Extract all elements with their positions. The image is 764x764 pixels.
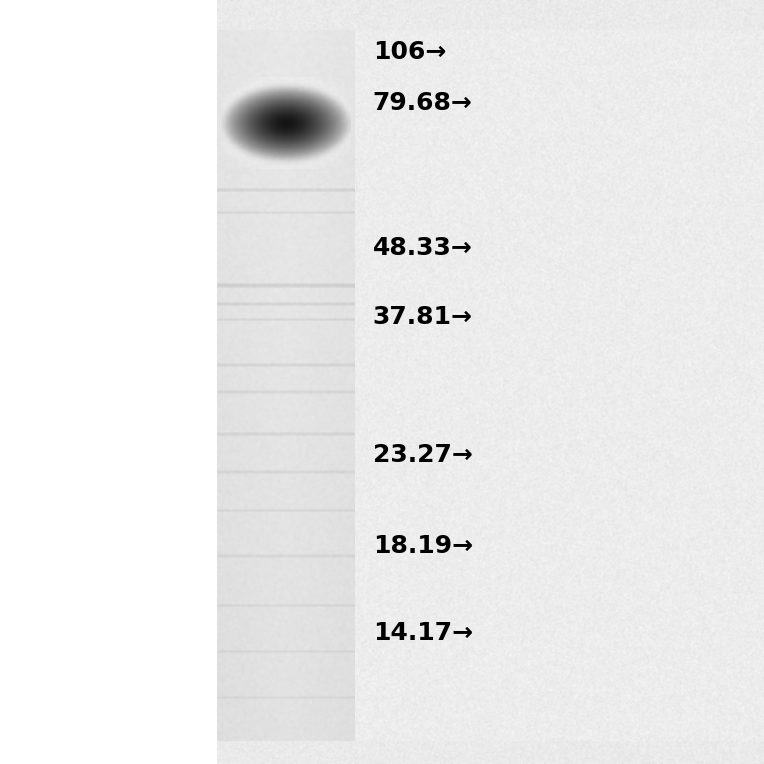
Text: 48.33→: 48.33→ [373, 236, 473, 261]
Text: 23.27→: 23.27→ [373, 442, 473, 467]
Text: 37.81→: 37.81→ [373, 305, 473, 329]
Text: 14.17→: 14.17→ [373, 620, 473, 645]
Text: 106→: 106→ [373, 40, 446, 64]
Text: 18.19→: 18.19→ [373, 534, 473, 558]
Text: 79.68→: 79.68→ [373, 91, 473, 115]
